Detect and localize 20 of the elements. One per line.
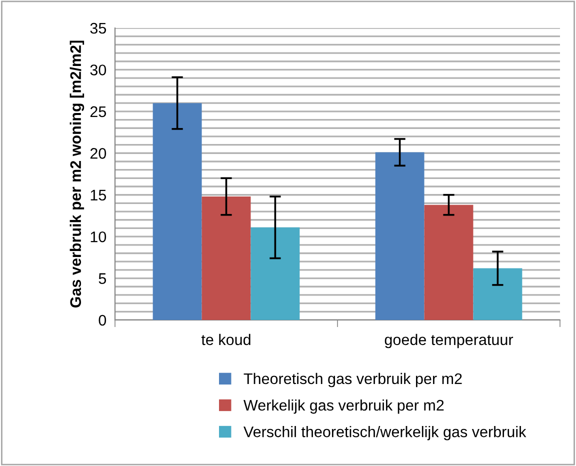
legend-label: Theoretisch gas verbruik per m2	[244, 372, 462, 388]
y-tick-label: 5	[98, 273, 106, 284]
y-tick-label: 30	[90, 64, 106, 76]
bar	[152, 103, 202, 320]
y-tick-label: 10	[90, 231, 106, 242]
legend-label: Werkelijk gas verbruik per m2	[244, 399, 444, 414]
y-tick-label: 20	[90, 148, 106, 159]
bar	[202, 196, 251, 320]
bar	[250, 227, 300, 320]
y-tick-label: 35	[90, 22, 106, 34]
legend-label: Verschil theoretisch/werkelijk gas verbruik	[244, 426, 526, 440]
bar	[375, 152, 424, 320]
x-tick-label: te koud	[201, 334, 250, 346]
y-tick-label: 0	[98, 314, 106, 326]
y-axis-title: Gas verbruik per m2 woning [m2/m2]	[70, 40, 84, 308]
y-tick-label: 25	[90, 106, 106, 118]
x-tick-label: goede temperatuur	[384, 334, 514, 348]
bar	[473, 268, 522, 320]
bar	[424, 204, 474, 320]
y-tick-label: 15	[90, 190, 106, 201]
